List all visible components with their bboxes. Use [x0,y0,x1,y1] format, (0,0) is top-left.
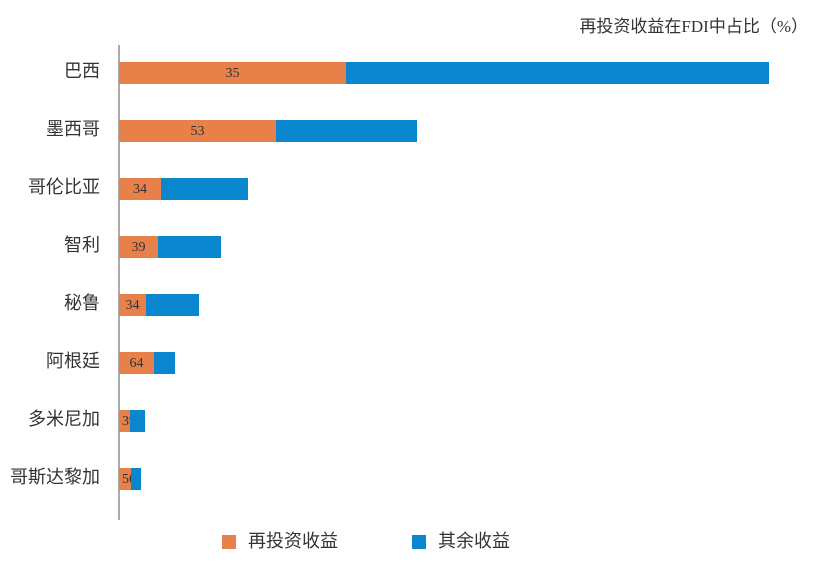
y-tick-label: 巴西 [64,61,100,81]
bar-segment [119,468,131,490]
y-tick-label: 哥伦比亚 [28,177,100,197]
bar-segment [119,294,146,316]
data-label: 53 [191,124,205,139]
y-tick-label: 秘鲁 [64,293,100,313]
y-tick-label: 多米尼加 [28,409,100,429]
bar-segment [346,62,769,84]
y-tick-label: 智利 [64,235,100,255]
legend-swatch [412,535,426,549]
legend-label: 再投资收益 [248,531,338,551]
y-tick-label: 阿根廷 [46,351,100,371]
chart-title: 再投资收益在FDI中占比（%） [579,17,808,36]
data-label: 39 [132,240,146,255]
legend-label: 其余收益 [438,531,510,551]
bar-segment [130,410,145,432]
bar-segment [146,294,199,316]
bar-segment [119,410,130,432]
bar-segment [119,62,346,84]
data-label: 64 [130,356,144,371]
data-label: 34 [133,182,147,197]
legend-swatch [222,535,236,549]
y-tick-label: 哥斯达黎加 [10,467,100,487]
bar-segment [119,236,158,258]
bar-segment [119,178,161,200]
bar-segment [131,468,141,490]
bar-segment [158,236,221,258]
bar-segment [119,120,276,142]
y-tick-label: 墨西哥 [46,119,100,139]
bar-segment [276,120,417,142]
bar-segment [161,178,248,200]
data-label: 34 [126,298,140,313]
data-label: 35 [226,66,240,81]
bar-segment [119,352,154,374]
bar-segment [154,352,175,374]
